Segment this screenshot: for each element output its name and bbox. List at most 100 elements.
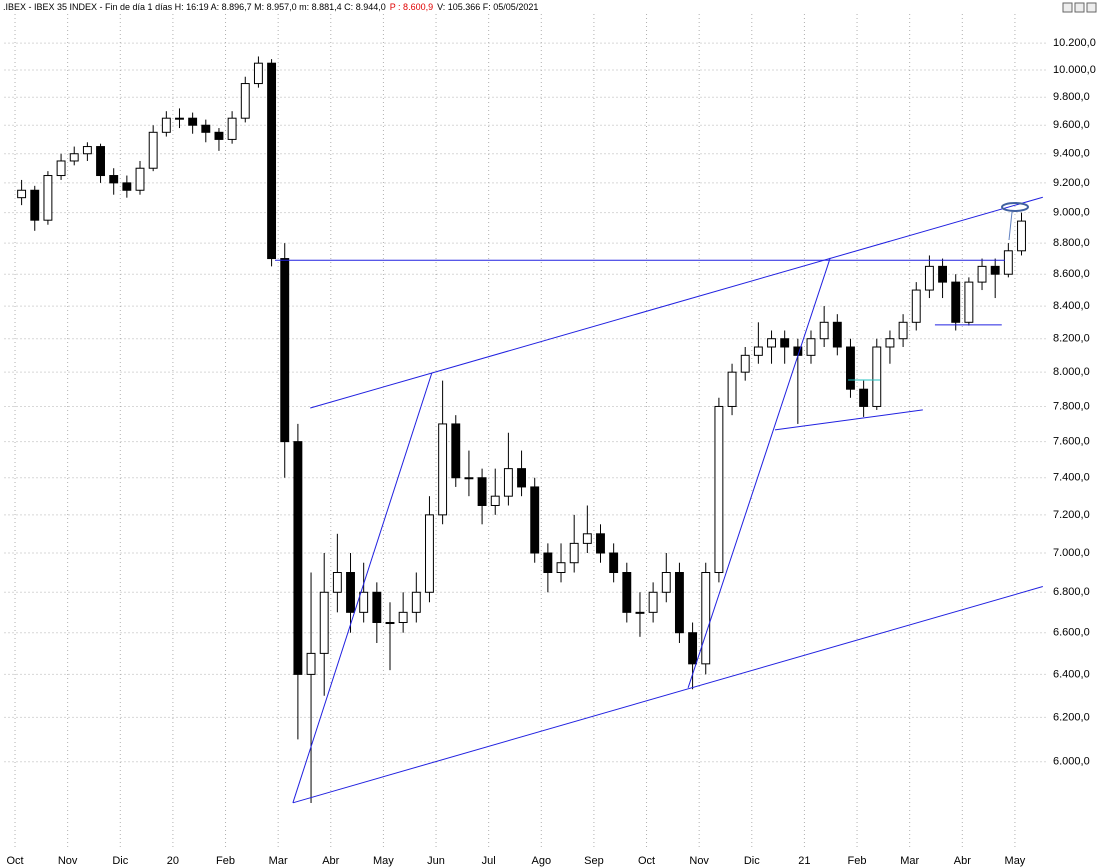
candle-body [806, 338, 816, 356]
candle-body [135, 167, 145, 191]
highlight-ellipse [1001, 202, 1029, 212]
minimize-button[interactable] [1062, 2, 1073, 13]
x-tick-label: Feb [848, 855, 867, 867]
x-tick-label: May [373, 855, 394, 867]
last-price: P : 8.600,9 [390, 2, 433, 12]
candle-body [503, 468, 513, 497]
candle-body [398, 611, 408, 623]
candle-body [872, 346, 882, 407]
candle-body [82, 146, 92, 155]
x-tick-label: Mar [900, 855, 919, 867]
candle-body [96, 146, 105, 177]
x-tick-label: Jun [427, 855, 445, 867]
y-tick-label: 6.400,0 [1053, 668, 1090, 680]
candle-body [674, 572, 684, 634]
x-tick-label: Nov [58, 855, 78, 867]
candle-body [372, 591, 382, 623]
candle-body [1017, 220, 1026, 252]
candle-body [306, 652, 316, 675]
y-tick-label: 9.200,0 [1053, 177, 1090, 189]
candle-body [490, 495, 500, 506]
candle-body [293, 441, 303, 675]
candle-body [411, 591, 421, 613]
candle-body [201, 124, 211, 133]
candle-body [517, 468, 527, 488]
candle-body [832, 321, 842, 348]
x-tick-label: 20 [167, 855, 179, 867]
x-tick-label: Dic [744, 855, 760, 867]
trendline [292, 372, 433, 803]
y-tick-label: 8.200,0 [1053, 333, 1090, 345]
x-tick-label: Oct [6, 855, 23, 867]
x-tick-label: Mar [269, 855, 288, 867]
candle-body [346, 572, 355, 613]
candle-body [977, 265, 987, 283]
candle-body [122, 182, 132, 191]
trendline [292, 586, 1043, 804]
candle-body [148, 131, 158, 169]
candle-body [727, 371, 737, 407]
window-buttons[interactable] [1062, 2, 1097, 13]
chart-title: .IBEX - IBEX 35 INDEX - Fin de día 1 día… [3, 2, 386, 12]
candle-body [438, 423, 448, 516]
candle-body [635, 611, 645, 614]
candle-body [267, 62, 277, 260]
candle-body [964, 281, 974, 323]
candle-body [319, 591, 329, 654]
candle-body [1003, 250, 1013, 275]
title-suffix: V: 105.366 F: 05/05/2021 [437, 2, 538, 12]
candle-body [714, 405, 724, 574]
y-tick-label: 10.200,0 [1053, 37, 1096, 49]
y-tick-label: 9.400,0 [1053, 148, 1090, 160]
candle-body [425, 514, 434, 593]
candle-body [227, 117, 237, 140]
candle-body [609, 552, 619, 574]
x-tick-label: Nov [689, 855, 709, 867]
candle-body [819, 321, 829, 340]
candle-body [556, 562, 566, 574]
trendline [687, 257, 831, 688]
trendline [774, 409, 923, 431]
candle-body [898, 321, 908, 340]
y-tick-label: 7.800,0 [1053, 400, 1090, 412]
y-tick-label: 8.000,0 [1053, 366, 1090, 378]
candle-body [161, 117, 171, 133]
x-tick-label: May [1005, 855, 1026, 867]
candle-body [622, 572, 632, 613]
candle-body [780, 338, 790, 348]
candle-body [359, 591, 369, 613]
candle-body [214, 131, 224, 140]
candle-body [464, 477, 474, 480]
candle-body [69, 153, 79, 162]
candle-body [846, 346, 855, 390]
candle-body [175, 117, 184, 120]
candle-body [43, 175, 53, 221]
y-tick-label: 9.600,0 [1053, 119, 1090, 131]
close-button[interactable] [1086, 2, 1097, 13]
candle-body [188, 117, 198, 126]
candle-body [767, 338, 776, 348]
y-tick-label: 8.800,0 [1053, 237, 1090, 249]
candle-body [240, 83, 250, 119]
candle-body [990, 265, 1000, 275]
candle-body [753, 346, 763, 356]
x-tick-label: Oct [638, 855, 655, 867]
candle-body [648, 591, 658, 613]
y-tick-label: 9.000,0 [1053, 207, 1090, 219]
x-tick-label: Abr [954, 855, 971, 867]
y-tick-label: 6.600,0 [1053, 627, 1090, 639]
y-tick-label: 6.800,0 [1053, 586, 1090, 598]
chart-header: .IBEX - IBEX 35 INDEX - Fin de día 1 día… [3, 2, 538, 12]
candle-body [543, 552, 553, 574]
y-tick-label: 8.600,0 [1053, 268, 1090, 280]
trendline [310, 196, 1043, 409]
y-tick-label: 7.600,0 [1053, 436, 1090, 448]
candle-body [661, 572, 671, 593]
candle-body [30, 189, 40, 221]
y-tick-label: 8.400,0 [1053, 300, 1090, 312]
candle-body [332, 572, 342, 593]
x-tick-label: Jul [482, 855, 496, 867]
maximize-button[interactable] [1074, 2, 1085, 13]
y-tick-label: 6.000,0 [1053, 756, 1090, 768]
